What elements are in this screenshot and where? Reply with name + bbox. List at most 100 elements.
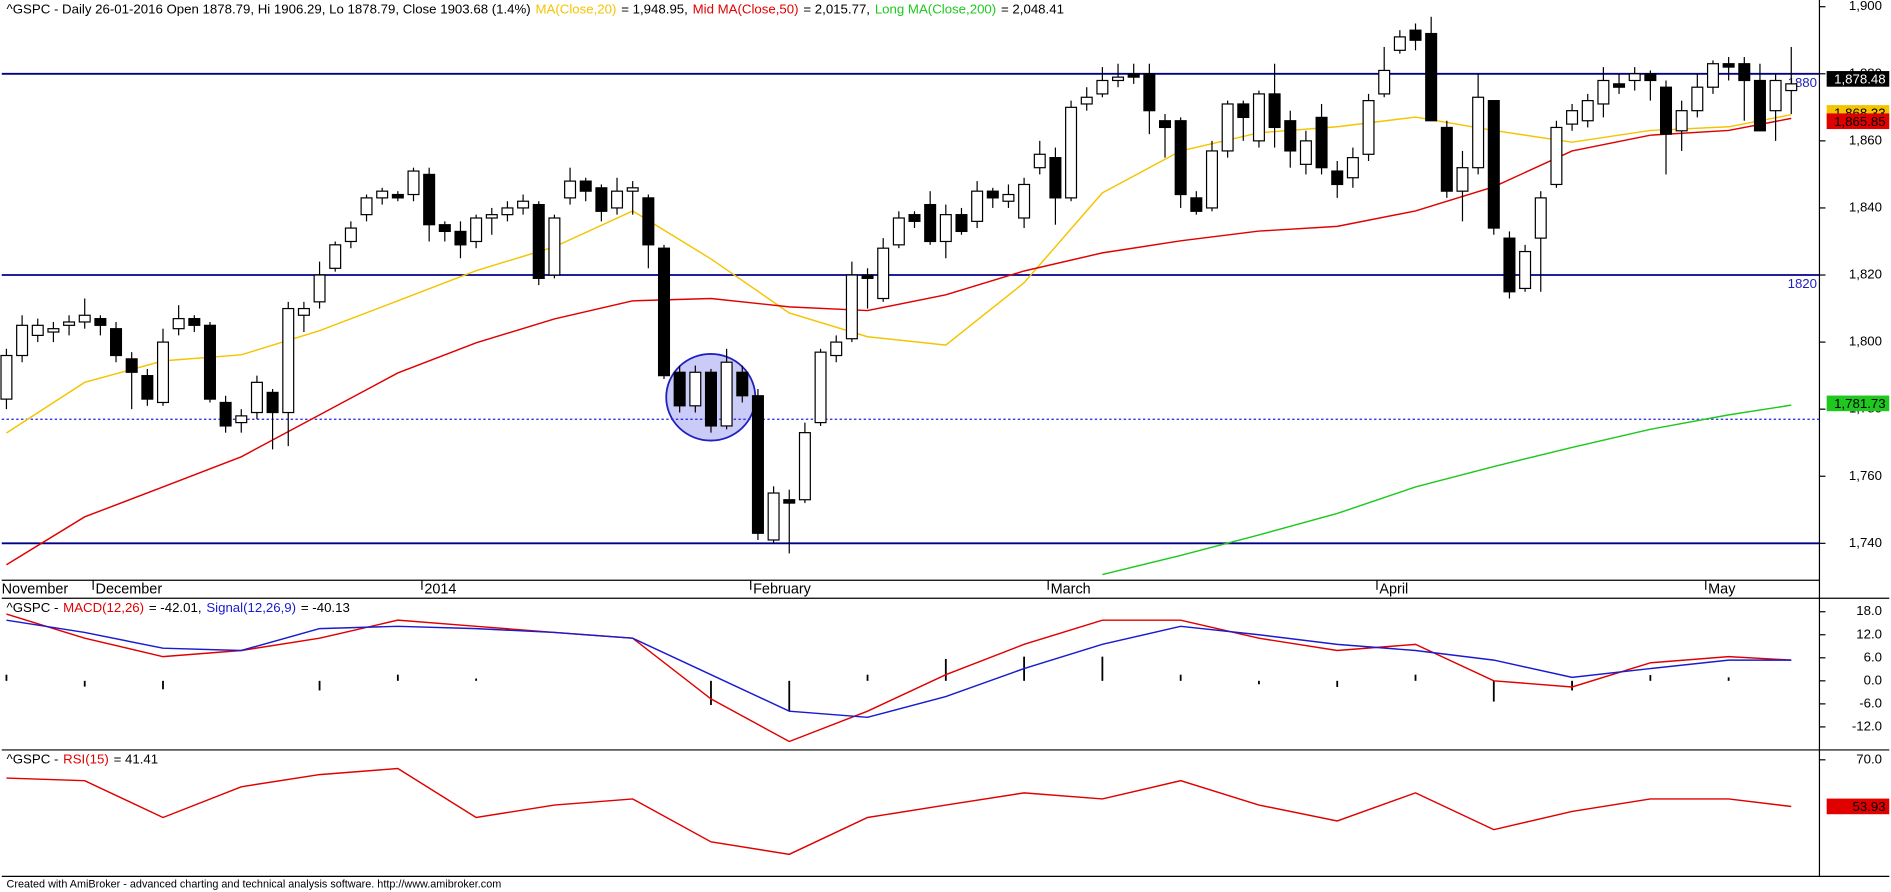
candle-body: [1362, 100, 1375, 155]
candle-body: [344, 227, 357, 243]
y-tick-label: 1,740: [1849, 535, 1882, 550]
candle-body: [1268, 93, 1281, 129]
header-part: = 2,015.77,: [803, 1, 870, 16]
candle-body: [892, 217, 905, 246]
candle-body: [156, 341, 170, 404]
candle-body: [1738, 63, 1751, 82]
candle-body: [564, 180, 577, 199]
x-tick-label: November: [2, 582, 69, 598]
header-part: = -40.13: [301, 599, 350, 614]
candle-body: [1033, 153, 1046, 169]
candle-body: [454, 230, 467, 246]
candle-body: [376, 190, 389, 199]
candle-body: [1299, 140, 1312, 165]
candle-body: [1503, 237, 1516, 293]
header-part: = 2,048.41: [1001, 1, 1064, 16]
header-part: Mid MA(Close,50): [693, 1, 799, 16]
header-part: = 41.41: [114, 751, 159, 766]
candle-body: [297, 307, 310, 316]
candle-body: [861, 274, 874, 279]
last-value-box: [1826, 395, 1890, 412]
candle-body: [235, 415, 248, 424]
candle-body: [1550, 126, 1563, 186]
candle-body: [1644, 73, 1657, 82]
candle-body: [1597, 79, 1610, 105]
candle-body: [110, 328, 123, 357]
candle-body: [1112, 76, 1125, 82]
candle-body: [1205, 150, 1218, 209]
candle-body: [1096, 79, 1109, 95]
candle-body: [250, 381, 263, 414]
candle-body: [1785, 83, 1798, 92]
footer: Created with AmiBroker - advanced charti…: [7, 879, 502, 891]
last-value-label: 1,865.85: [1834, 114, 1886, 129]
candle-body: [1174, 120, 1187, 196]
candle-body: [1080, 96, 1093, 105]
candle-body: [1659, 86, 1673, 135]
candle-body: [1143, 73, 1156, 112]
indicator-line: [6, 619, 1792, 719]
candle-body: [611, 190, 624, 209]
candle-body: [1472, 96, 1485, 169]
candle-body: [438, 224, 451, 233]
panel-header: ^GSPC - MACD(12,26) = -42.01, Signal(12,26,…: [7, 599, 350, 614]
candle-body: [16, 324, 29, 357]
candle-body: [814, 351, 827, 424]
candle-body: [1691, 86, 1704, 112]
x-tick-label: March: [1051, 582, 1091, 598]
header-part: = -42.01,: [149, 599, 202, 614]
candle-body: [423, 173, 436, 226]
candle-body: [939, 214, 952, 243]
candle-body: [1331, 170, 1344, 186]
y-tick-label: 18.0: [1856, 603, 1882, 618]
candle-body: [642, 197, 655, 246]
candle-body: [924, 203, 937, 243]
header-part: MA(Close,20): [536, 1, 617, 16]
candle-body: [767, 492, 780, 541]
candle-body: [360, 197, 373, 216]
last-value-label: 1,781.73: [1834, 396, 1886, 411]
candle-body: [1002, 193, 1015, 202]
candle-body: [1440, 126, 1453, 192]
candle-body: [1409, 29, 1422, 41]
last-value-label: 1,878.48: [1834, 72, 1886, 87]
candle-body: [1237, 103, 1250, 118]
candle-body: [908, 214, 921, 222]
candle-body: [1769, 79, 1782, 112]
candle-body: [1049, 157, 1062, 199]
candle-body: [219, 401, 232, 427]
y-tick-label: 12.0: [1856, 626, 1882, 641]
y-tick-label: -12.0: [1852, 718, 1882, 733]
candle-body: [0, 354, 13, 400]
candle-body: [47, 328, 60, 333]
last-value-label: 53.93: [1853, 799, 1886, 814]
candle-body: [1487, 100, 1500, 229]
x-tick-label: May: [1708, 582, 1736, 598]
x-tick-label: 2014: [424, 582, 456, 598]
candle-body: [1628, 73, 1641, 82]
candle-body: [1753, 79, 1766, 132]
ma-line: [1102, 404, 1792, 576]
candle-body: [485, 214, 498, 219]
candle-body: [78, 314, 91, 323]
candle-body: [1346, 157, 1359, 179]
candle-body: [720, 361, 733, 427]
candle-body: [1566, 110, 1579, 125]
candle-body: [517, 200, 530, 209]
candle-body: [1722, 63, 1735, 68]
header-part: MACD(12,26): [63, 599, 144, 614]
candle-body: [1425, 32, 1438, 122]
candle-body: [1581, 100, 1594, 122]
header-part: Signal(12,26,9): [206, 599, 296, 614]
candle-body: [1378, 69, 1391, 95]
candle-body: [1706, 63, 1719, 88]
candle-body: [1018, 183, 1031, 219]
candle-body: [1519, 250, 1532, 290]
last-value-box: [1826, 798, 1890, 815]
candle-body: [798, 432, 811, 501]
candle-body: [986, 190, 999, 199]
candle-body: [1252, 93, 1265, 142]
candle-body: [470, 217, 483, 243]
